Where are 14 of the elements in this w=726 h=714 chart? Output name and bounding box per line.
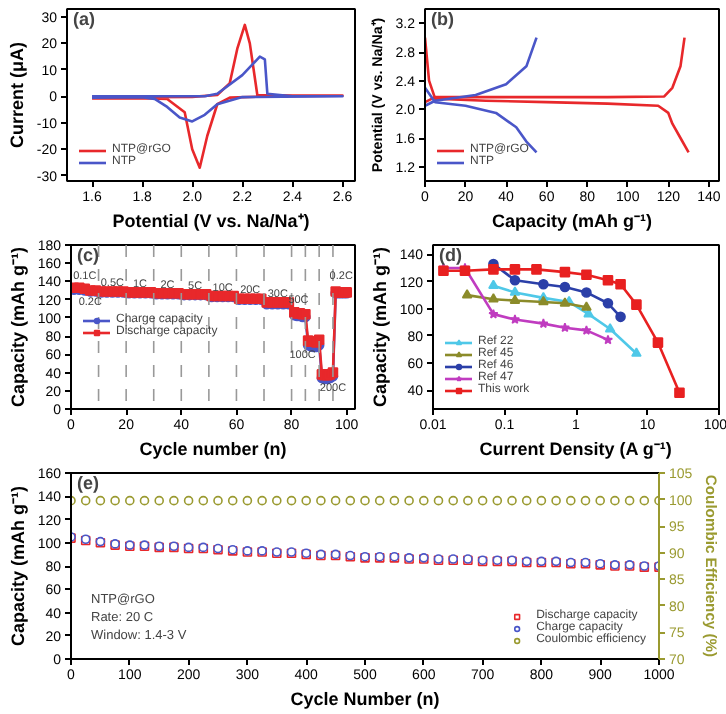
- chart-title: (a): [73, 9, 95, 29]
- chart-title: (c): [77, 245, 99, 265]
- chart-title: (b): [431, 9, 454, 29]
- x-axis-title: Potential (V vs. Na/Na⁺): [112, 211, 310, 231]
- y-axis-title: Capacity (mAh g⁻¹): [369, 246, 390, 408]
- chart-title: (e): [77, 473, 99, 493]
- x-axis-title: Current Density (A g⁻¹): [479, 439, 672, 459]
- y-axis-title: Capacity (mAh g⁻¹): [7, 246, 28, 408]
- x-axis-title: Cycle Number (n): [290, 689, 440, 709]
- x-axis-title: Cycle number (n): [139, 439, 287, 459]
- x-axis-title: Capacity (mAh g⁻¹): [491, 211, 653, 231]
- y-axis-title: Capacity (mAh g⁻¹): [7, 485, 28, 647]
- y-axis-title: Current (μA): [6, 41, 27, 148]
- chart-title: (d): [439, 245, 462, 265]
